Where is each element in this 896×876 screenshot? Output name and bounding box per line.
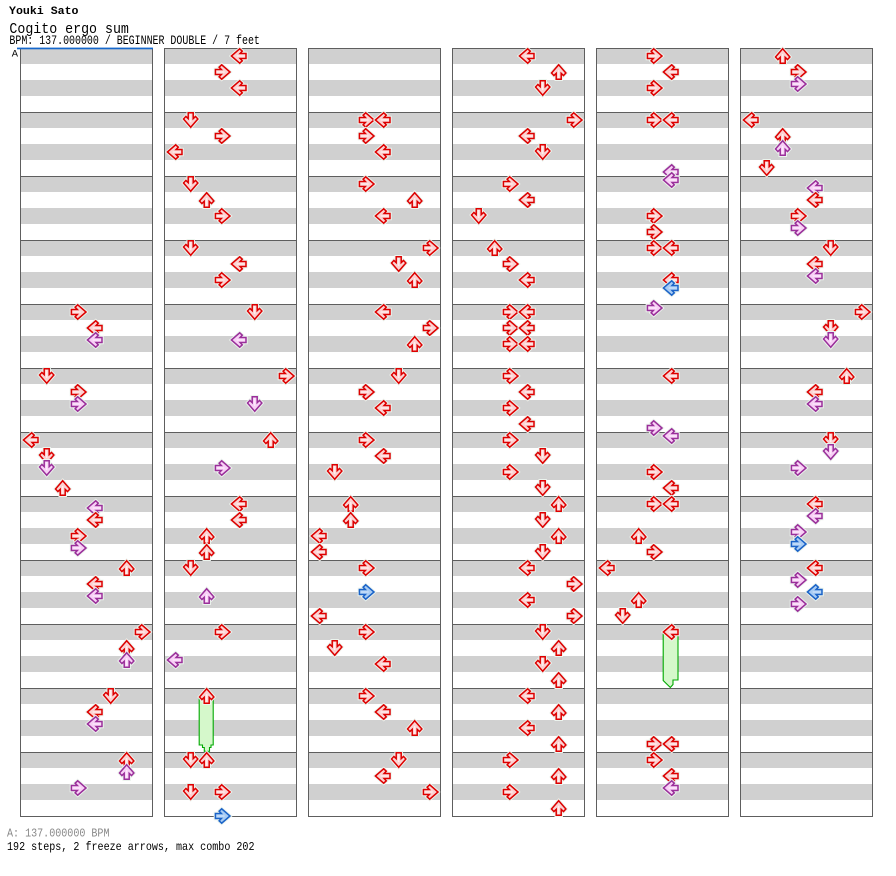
svg-text:A: 137.000000 BPM: A: 137.000000 BPM (7, 828, 110, 841)
svg-text:A: A (12, 48, 19, 60)
svg-text:192 steps, 2 freeze arrows, ma: 192 steps, 2 freeze arrows, max combo 20… (7, 840, 255, 854)
svg-text:Youki Sato: Youki Sato (9, 6, 79, 18)
svg-text:BPM: 137.000000 / BEGINNER DOU: BPM: 137.000000 / BEGINNER DOUBLE / 7 fe… (9, 33, 260, 48)
svg-text:Cogito ergo sum: Cogito ergo sum (9, 22, 129, 38)
